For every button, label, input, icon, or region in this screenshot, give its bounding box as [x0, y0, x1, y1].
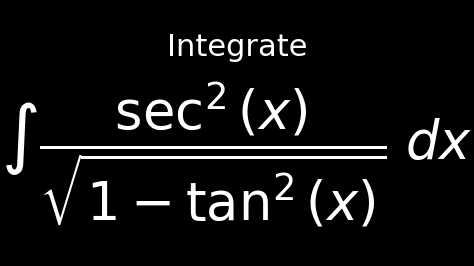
Text: Integrate: Integrate [167, 33, 307, 62]
Text: $\int \dfrac{\sec^2(x)}{\sqrt{1 - \tan^2(x)}} \; dx$: $\int \dfrac{\sec^2(x)}{\sqrt{1 - \tan^2… [1, 79, 473, 229]
